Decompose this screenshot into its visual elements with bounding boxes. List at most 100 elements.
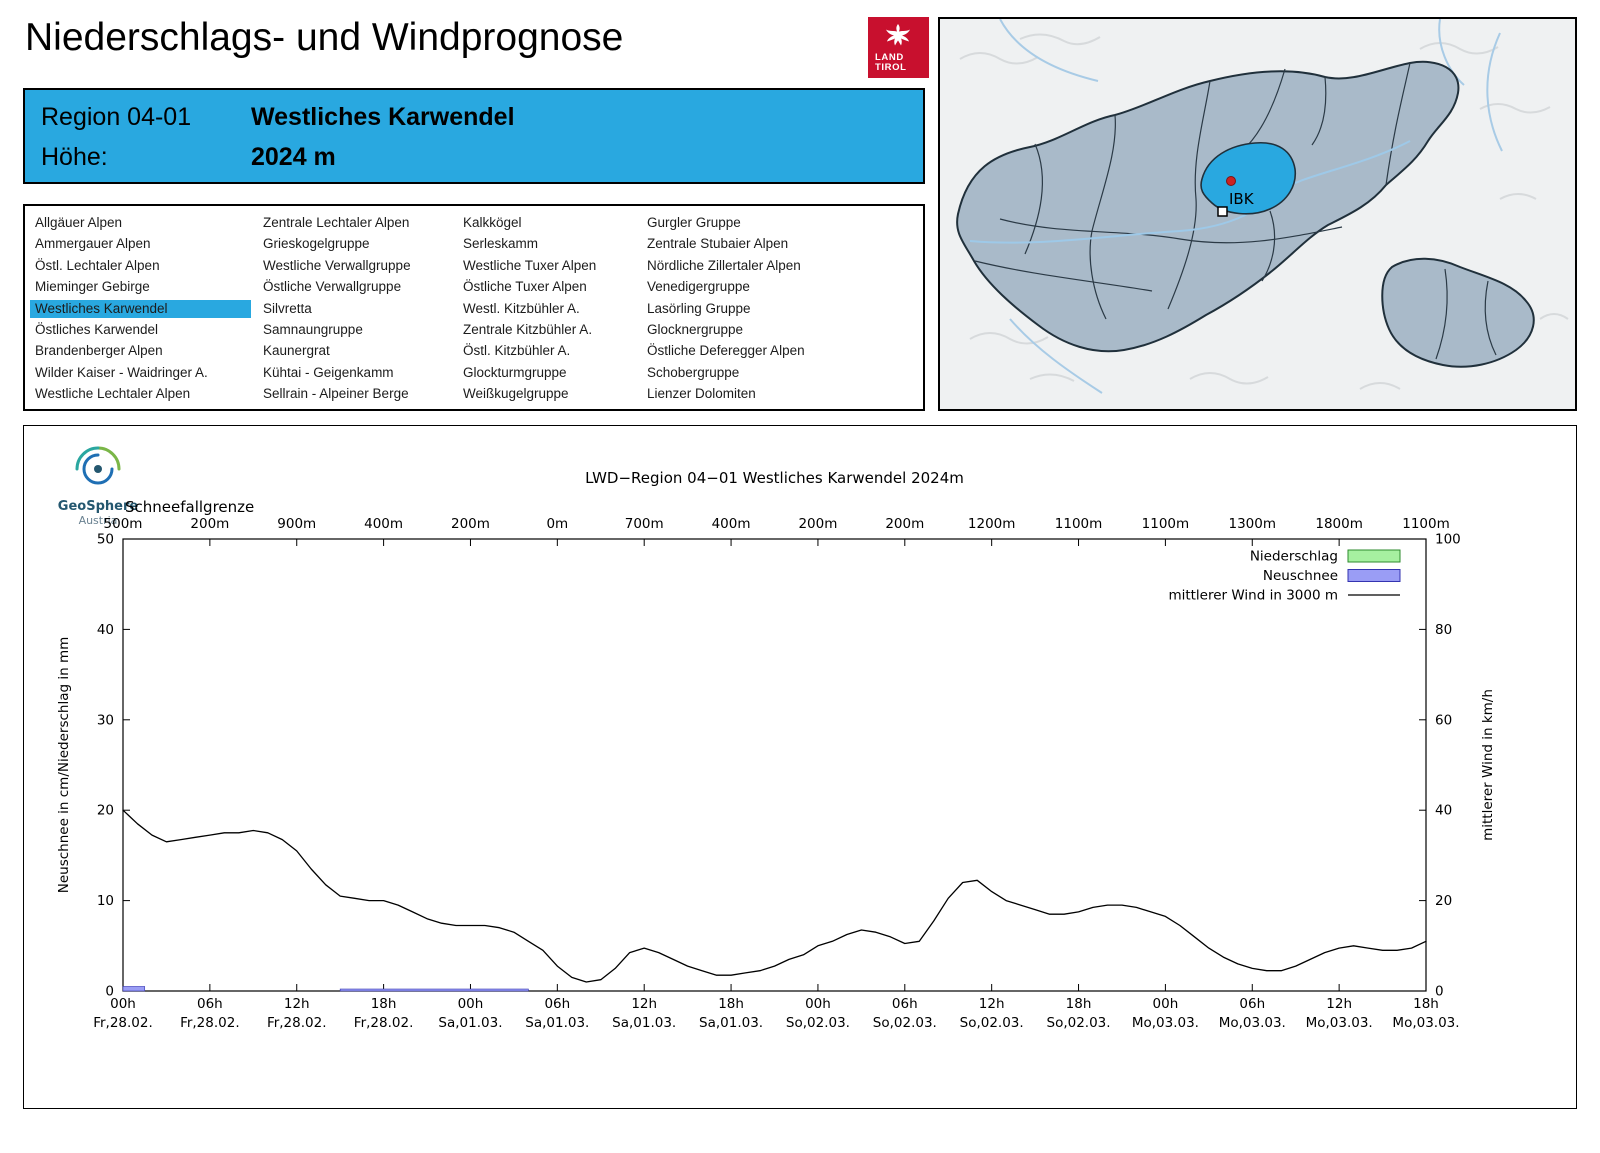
- region-list-item[interactable]: Glocknergruppe: [647, 322, 744, 337]
- svg-text:00h: 00h: [1153, 996, 1179, 1012]
- forecast-chart-panel: GeoSphere Austria LWD−Region 04−01 Westl…: [23, 425, 1577, 1109]
- svg-text:12h: 12h: [631, 996, 657, 1012]
- svg-text:30: 30: [97, 712, 114, 728]
- region-list-item[interactable]: Östliche Verwallgruppe: [263, 279, 402, 295]
- region-list-item[interactable]: Westl. Kitzbühler A.: [463, 300, 580, 316]
- map-rivers: [999, 19, 1503, 394]
- tirol-map[interactable]: IBK: [938, 17, 1577, 411]
- map-selected-region[interactable]: [1200, 142, 1297, 215]
- svg-text:100: 100: [1435, 532, 1461, 548]
- region-list-item[interactable]: Sellrain - Alpeiner Berge: [263, 386, 409, 402]
- svg-text:Fr,28.02.: Fr,28.02.: [93, 1015, 153, 1031]
- region-list-item[interactable]: Weißkugelgruppe: [463, 386, 569, 402]
- svg-text:1100m: 1100m: [1142, 516, 1190, 532]
- region-list-item[interactable]: Wilder Kaiser - Waidringer A.: [35, 364, 208, 380]
- region-list-item[interactable]: Östliche Deferegger Alpen: [647, 343, 805, 359]
- svg-text:Sa,01.03.: Sa,01.03.: [438, 1015, 502, 1031]
- svg-text:400m: 400m: [712, 516, 751, 532]
- svg-text:0: 0: [105, 984, 114, 1000]
- svg-text:Niederschlag: Niederschlag: [1250, 549, 1338, 565]
- svg-text:Mo,03.03.: Mo,03.03.: [1132, 1015, 1199, 1031]
- svg-text:Sa,01.03.: Sa,01.03.: [612, 1015, 676, 1031]
- region-list-item[interactable]: Östl. Kitzbühler A.: [463, 343, 571, 359]
- svg-text:40: 40: [97, 622, 114, 638]
- svg-text:So,02.03.: So,02.03.: [786, 1015, 850, 1031]
- svg-text:200m: 200m: [451, 516, 490, 532]
- region-list-item[interactable]: Samnaungruppe: [263, 322, 363, 337]
- svg-text:1200m: 1200m: [968, 516, 1016, 532]
- map-hillshade: [959, 33, 1569, 390]
- geosphere-name: GeoSphere: [57, 499, 139, 514]
- svg-text:40: 40: [1435, 803, 1452, 819]
- svg-text:12h: 12h: [284, 996, 310, 1012]
- tirol-logo-text: LAND TIROL: [875, 52, 907, 73]
- svg-text:60: 60: [1435, 712, 1452, 728]
- region-list-item[interactable]: Östliches Karwendel: [35, 322, 159, 337]
- y-axis-right-labels: 0 20 40 60 80 100: [1435, 532, 1461, 1000]
- region-list-item[interactable]: Westliches Karwendel: [30, 299, 251, 318]
- region-list-item[interactable]: Silvretta: [263, 300, 312, 316]
- snowline-values: 500m 200m 900m 400m 200m 0m 700m 400m 200m 200m 12…: [104, 516, 1450, 532]
- region-list-item[interactable]: Lasörling Gruppe: [647, 300, 751, 316]
- region-list-item[interactable]: Allgäuer Alpen: [35, 215, 123, 230]
- region-list-item[interactable]: Venedigergruppe: [647, 279, 750, 295]
- region-list-item[interactable]: Grieskogelgruppe: [263, 236, 370, 252]
- region-list-item[interactable]: Mieminger Gebirge: [35, 279, 150, 295]
- svg-text:1100m: 1100m: [1402, 516, 1450, 532]
- region-list-item[interactable]: Kühtai - Geigenkamm: [263, 364, 394, 380]
- y-axis-right-title: mittlerer Wind in km/h: [1480, 689, 1496, 841]
- region-list-item[interactable]: Glockturmgruppe: [463, 364, 567, 380]
- region-number-label: Region 04-01: [41, 103, 192, 131]
- plot-frame: [122, 538, 1427, 992]
- y-axis-left-title: Neuschnee in cm/Niederschlag in mm: [56, 637, 72, 894]
- region-list-item[interactable]: Östl. Lechtaler Alpen: [35, 257, 160, 273]
- chart-svg: LWD−Region 04−01 Westliches Karwendel 20…: [56, 469, 1496, 1031]
- svg-text:Fr,28.02.: Fr,28.02.: [180, 1015, 240, 1031]
- svg-text:80: 80: [1435, 622, 1452, 638]
- region-list-item[interactable]: Kaunergrat: [263, 343, 330, 359]
- chart-legend: Niederschlag Neuschnee mittlerer Wind in 3…: [1168, 549, 1401, 604]
- region-list-item[interactable]: Westliche Lechtaler Alpen: [35, 386, 191, 402]
- region-list-item[interactable]: Lienzer Dolomiten: [647, 386, 756, 402]
- wind-line: [122, 809, 1427, 983]
- region-list-item[interactable]: Nördliche Zillertaler Alpen: [647, 257, 801, 273]
- region-list-item[interactable]: Östliche Tuxer Alpen: [463, 279, 587, 295]
- region-list-item[interactable]: Westliche Verwallgruppe: [263, 257, 411, 273]
- svg-text:18h: 18h: [718, 996, 744, 1012]
- svg-text:Sa,01.03.: Sa,01.03.: [525, 1015, 589, 1031]
- svg-text:00h: 00h: [110, 996, 136, 1012]
- geosphere-subtitle: Austria: [78, 514, 118, 527]
- svg-text:So,02.03.: So,02.03.: [960, 1015, 1024, 1031]
- region-list-item[interactable]: Gurgler Gruppe: [647, 215, 741, 230]
- svg-text:mittlerer Wind in 3000 m: mittlerer Wind in 3000 m: [1168, 588, 1338, 604]
- svg-text:0m: 0m: [546, 516, 568, 532]
- region-list-item[interactable]: Westliche Tuxer Alpen: [463, 257, 597, 273]
- svg-text:06h: 06h: [197, 996, 223, 1012]
- chart-titles: LWD−Region 04−01 Westliches Karwendel 20…: [125, 469, 964, 516]
- svg-text:Neuschnee: Neuschnee: [1263, 568, 1338, 584]
- svg-text:Sa,01.03.: Sa,01.03.: [699, 1015, 763, 1031]
- region-list-item[interactable]: Zentrale Kitzbühler A.: [463, 322, 593, 337]
- ibk-marker-label: IBK: [1229, 190, 1255, 208]
- region-list-item[interactable]: Zentrale Stubaier Alpen: [647, 236, 789, 252]
- svg-text:12h: 12h: [979, 996, 1005, 1012]
- region-header: Region 04-01 Westliches Karwendel Höhe: …: [23, 88, 925, 184]
- page-title: Niederschlags- und Windprognose: [25, 16, 624, 59]
- region-list-item[interactable]: Kalkkögel: [463, 215, 522, 230]
- region-list-item[interactable]: Serleskamm: [463, 236, 539, 252]
- svg-text:0: 0: [1435, 984, 1444, 1000]
- svg-text:So,02.03.: So,02.03.: [1047, 1015, 1111, 1031]
- tirol-eagle-icon: [886, 24, 910, 46]
- region-list-item[interactable]: Zentrale Lechtaler Alpen: [263, 215, 410, 230]
- geosphere-icon: [75, 446, 121, 485]
- ibk-marker-dot: [1226, 176, 1236, 186]
- map-inn-river: [969, 140, 1411, 244]
- map-region-east-tirol[interactable]: [1381, 257, 1535, 368]
- region-list-item[interactable]: Schobergruppe: [647, 364, 740, 380]
- region-list-item[interactable]: Brandenberger Alpen: [35, 343, 163, 359]
- svg-text:00h: 00h: [805, 996, 831, 1012]
- region-name-value: Westliches Karwendel: [251, 103, 515, 131]
- map-region-north-tirol[interactable]: [956, 60, 1460, 353]
- region-list-item[interactable]: Ammergauer Alpen: [35, 236, 151, 252]
